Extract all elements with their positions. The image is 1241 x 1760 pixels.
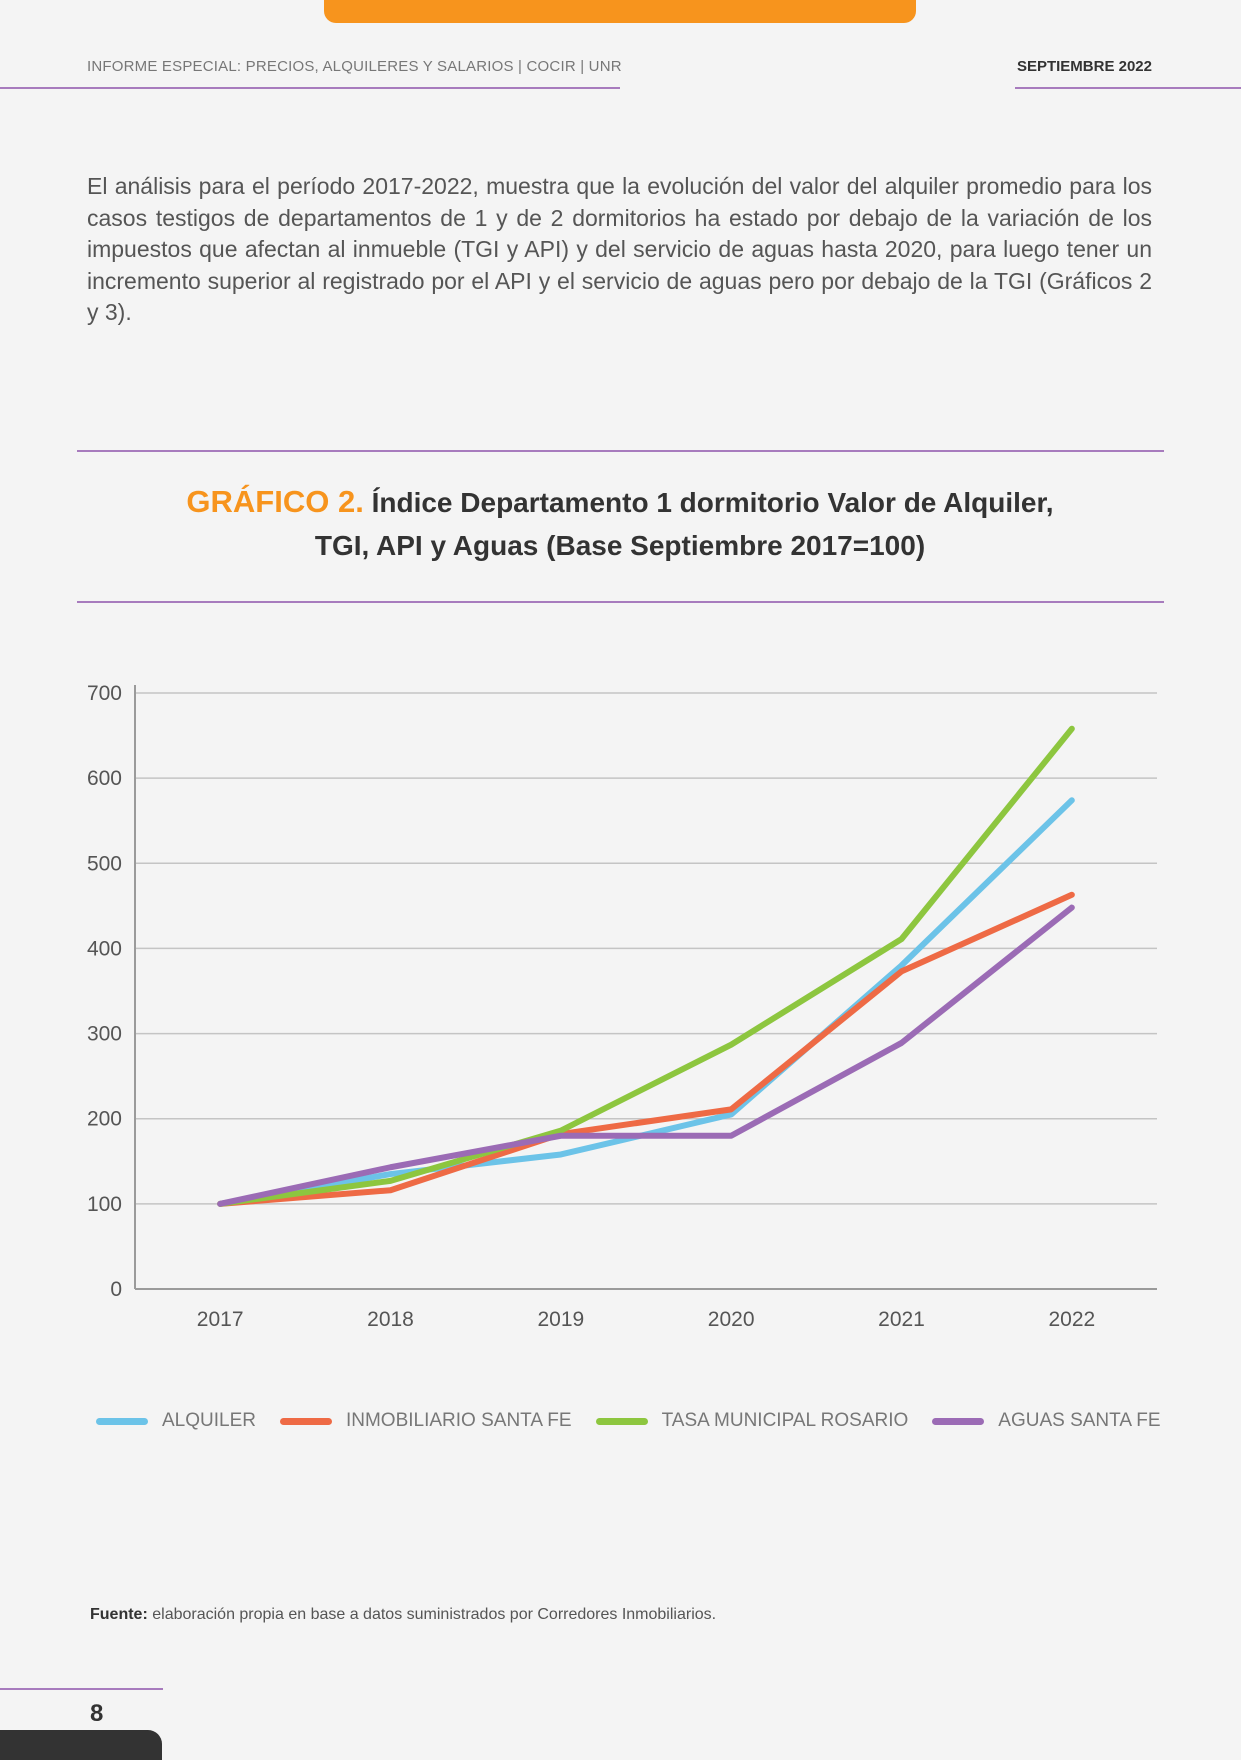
x-tick-label: 2017 — [197, 1308, 244, 1331]
x-tick-label: 2021 — [878, 1308, 925, 1331]
x-tick-label: 2018 — [367, 1308, 414, 1331]
legend-item: TASA MUNICIPAL ROSARIO — [595, 1410, 909, 1432]
analysis-paragraph: El análisis para el período 2017-2022, m… — [87, 173, 1152, 325]
series-line-2 — [217, 725, 1075, 1207]
legend-item: ALQUILER — [96, 1410, 256, 1432]
y-tick-label: 600 — [87, 767, 122, 790]
chart-number: GRÁFICO 2. — [186, 484, 364, 519]
source-label: Fuente: — [90, 1606, 148, 1623]
legend-label: ALQUILER — [162, 1410, 256, 1431]
chart-legend: ALQUILER INMOBILIARIO SANTA FE TASA MUNICI… — [96, 1410, 1161, 1432]
series-line-1 — [217, 891, 1075, 1207]
chart-title-line1: Índice Departamento 1 dormitorio Valor d… — [371, 487, 1054, 518]
source-text: elaboración propia en base a datos sumin… — [152, 1606, 717, 1623]
y-tick-label: 300 — [87, 1023, 122, 1046]
page-number: 8 — [90, 1700, 104, 1727]
y-tick-label: 500 — [87, 852, 122, 875]
legend-label: INMOBILIARIO SANTA FE — [345, 1410, 572, 1431]
legend-label: AGUAS SANTA FE — [998, 1410, 1161, 1431]
header-tab — [324, 0, 916, 23]
y-tick-label: 700 — [87, 682, 122, 705]
legend-item: AGUAS SANTA FE — [932, 1410, 1161, 1432]
y-tick-label: 200 — [87, 1108, 122, 1131]
legend-swatch — [595, 1417, 648, 1425]
header-divider-left — [0, 87, 620, 89]
chart-title: GRÁFICO 2. Índice Departamento 1 dormito… — [120, 480, 1120, 567]
legend-swatch — [96, 1417, 148, 1425]
source-note: Fuente: elaboración propia en base a dat… — [90, 1606, 716, 1624]
series-line-0 — [217, 797, 1075, 1207]
legend-item: INMOBILIARIO SANTA FE — [279, 1410, 572, 1432]
legend-swatch — [279, 1417, 332, 1425]
footer-tab — [0, 1730, 162, 1760]
series-line-3 — [217, 904, 1075, 1207]
y-tick-label: 100 — [87, 1193, 122, 1216]
chart-title-line2: TGI, API y Aguas (Base Septiembre 2017=1… — [314, 530, 926, 561]
x-tick-label: 2022 — [1048, 1308, 1095, 1331]
header-divider-right — [1015, 87, 1241, 89]
legend-label: TASA MUNICIPAL ROSARIO — [661, 1410, 909, 1431]
y-tick-label: 400 — [87, 937, 122, 960]
line-chart: 0 100 200 300 400 500 600 700 2017 2018 2019 2020 20… — [87, 682, 1157, 1331]
x-tick-label: 2019 — [537, 1308, 584, 1331]
chart-title-rule-bottom — [77, 601, 1164, 603]
chart-title-rule-top — [77, 450, 1164, 452]
legend-swatch — [932, 1417, 985, 1425]
footer-divider — [0, 1688, 163, 1690]
report-title: INFORME ESPECIAL: PRECIOS, ALQUILERES Y … — [87, 58, 622, 75]
report-date: SEPTIEMBRE 2022 — [1016, 58, 1152, 75]
x-tick-label: 2020 — [708, 1308, 755, 1331]
y-tick-label: 0 — [110, 1278, 122, 1301]
